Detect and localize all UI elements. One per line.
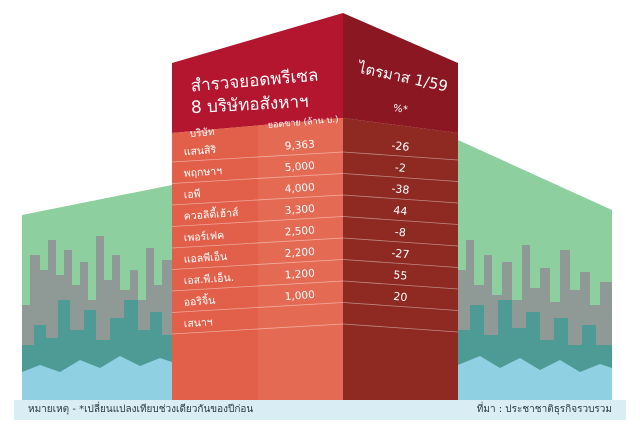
skyline-background xyxy=(14,140,626,420)
footnote: หมายเหตุ - *เปลี่ยนแปลงเทียบช่วงเดียวกัน… xyxy=(28,401,253,415)
row-sales: 2,200 xyxy=(284,246,315,260)
row-divider-side xyxy=(342,173,459,182)
row-divider-side xyxy=(342,302,459,311)
row-dividers xyxy=(171,151,459,335)
row-divider-side xyxy=(342,259,459,268)
row-sales: 1,200 xyxy=(284,267,315,281)
row-divider-front xyxy=(171,237,344,249)
row-change: 20 xyxy=(393,290,408,304)
row-company: ออริจิ้น xyxy=(183,293,215,309)
building xyxy=(171,13,459,400)
data-rows: แสนสิริ 9,363 -26 พฤกษาฯ 5,000 -2 เอพี 4,000 -38… xyxy=(183,138,410,330)
row-change: -8 xyxy=(394,225,406,239)
row-divider-front xyxy=(171,216,344,227)
row-divider-side xyxy=(342,323,459,333)
skyline-blue-right xyxy=(458,356,612,400)
source-note: ที่มา : ประชาชาติธุรกิจรวบรวม xyxy=(477,401,612,415)
bottom-band xyxy=(14,400,626,420)
row-sales: 3,300 xyxy=(284,203,315,217)
row-company: เพอร์เฟค xyxy=(183,228,224,244)
quarter-band xyxy=(343,13,458,133)
title-band xyxy=(172,13,343,133)
row-divider-side xyxy=(342,216,459,225)
row-company: แสนสิริ xyxy=(183,144,217,158)
row-divider-side xyxy=(342,151,459,161)
row-divider-side xyxy=(342,194,459,204)
header-change: %* xyxy=(392,103,408,116)
row-divider-front xyxy=(171,323,344,335)
row-divider-front xyxy=(171,194,344,206)
row-divider-front xyxy=(171,259,344,270)
row-company: ควอลิตี้เฮ้าส์ xyxy=(183,205,239,223)
row-company: เสนาฯ xyxy=(183,316,213,330)
row-divider-front xyxy=(171,302,344,313)
side-face xyxy=(343,118,458,400)
row-change: -27 xyxy=(391,247,410,262)
sales-column-shade xyxy=(258,118,343,400)
row-change: 55 xyxy=(393,268,408,282)
row-change: 44 xyxy=(393,204,408,218)
row-company: เอส.พี.เอ็น. xyxy=(183,270,234,287)
skyline-blue-left xyxy=(22,356,172,400)
header-company: บริษัท xyxy=(189,127,215,140)
row-sales: 2,500 xyxy=(284,224,315,238)
row-divider-side xyxy=(342,280,459,290)
row-sales: 1,000 xyxy=(284,289,315,303)
row-company: เอพี xyxy=(183,187,201,201)
row-divider-front xyxy=(171,173,344,184)
row-sales: 4,000 xyxy=(284,181,315,195)
row-divider-side xyxy=(342,237,459,247)
row-company: แอลพีเอ็น xyxy=(183,249,227,266)
row-sales: 5,000 xyxy=(284,160,315,174)
row-change: -26 xyxy=(391,139,410,154)
row-sales: 9,363 xyxy=(284,138,315,152)
row-change: -38 xyxy=(391,182,410,197)
row-divider-front xyxy=(171,151,344,163)
row-change: -2 xyxy=(394,161,406,175)
row-divider-front xyxy=(171,280,344,292)
row-company: พฤกษาฯ xyxy=(183,165,222,180)
